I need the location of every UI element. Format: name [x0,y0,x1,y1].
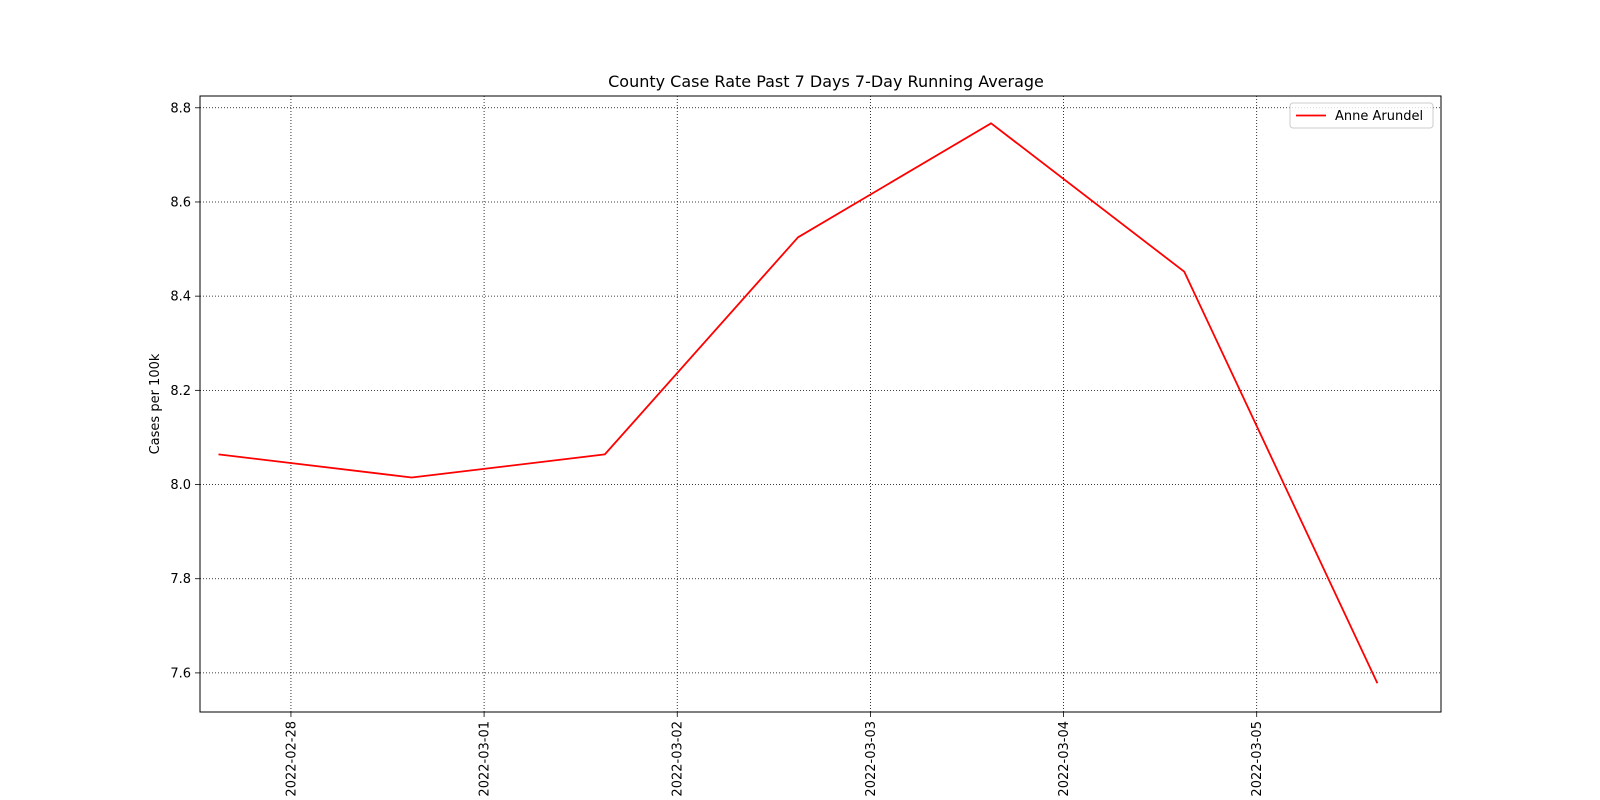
y-tick-label: 8.8 [170,101,191,116]
series-line [218,122,1379,684]
x-tick-label: 2022-02-28 [284,721,299,797]
y-tick-label: 8.2 [170,384,191,399]
plot-area [218,122,1379,684]
y-axis: 7.6 7.8 8.0 8.2 8.4 8.6 8.8 [170,101,200,681]
x-tick-label: 2022-03-03 [864,721,879,797]
y-tick-label: 8.6 [170,195,191,210]
y-axis-label: Cases per 100k [148,353,163,454]
y-tick-label: 7.8 [170,572,191,587]
y-tick-label: 7.6 [170,666,191,681]
x-tick-label: 2022-03-01 [478,721,493,797]
x-tick-label: 2022-03-04 [1057,721,1072,797]
grid [200,96,1441,712]
legend-box [1289,102,1434,129]
axes-frame [199,95,1442,713]
y-tick-label: 8.4 [170,290,191,305]
legend-label: Anne Arundel [1335,109,1423,124]
legend: Anne Arundel [1289,102,1434,129]
x-tick-label: 2022-03-05 [1250,721,1265,797]
y-tick-label: 8.0 [170,478,191,493]
x-axis: 2022-02-28 2022-03-01 2022-03-02 2022-03-03… [284,712,1265,797]
x-tick-label: 2022-03-02 [671,721,686,797]
chart-title: County Case Rate Past 7 Days 7-Day Runni… [608,72,1044,91]
